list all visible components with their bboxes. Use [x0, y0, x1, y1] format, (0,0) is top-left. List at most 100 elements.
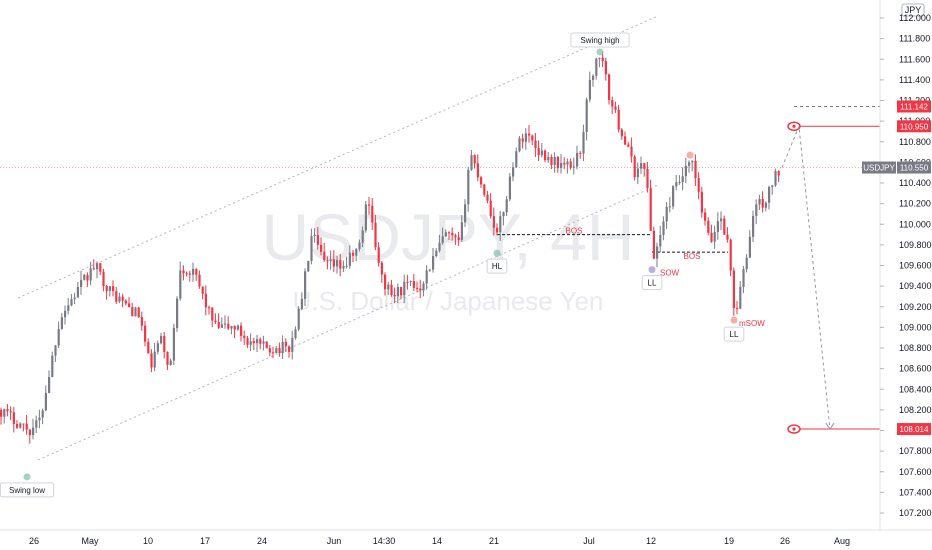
candle-body [406, 281, 409, 283]
candle-body [707, 220, 710, 233]
candle-body [153, 351, 156, 368]
candle-body [403, 281, 406, 296]
candle-body [102, 271, 105, 287]
candle-body [576, 152, 579, 167]
price-labels: 111.142 110.950 USDJPY 110.550 108.014 [862, 100, 931, 436]
candle-body [483, 184, 486, 195]
candle-body [464, 204, 467, 223]
candle-body [355, 248, 358, 256]
sow-marker [648, 266, 656, 274]
price-tick-label: 109.200 [899, 302, 932, 312]
candle-body [76, 286, 79, 298]
candle-body [131, 307, 134, 317]
time-tick-label: 19 [724, 536, 734, 546]
candle-body [438, 242, 441, 251]
time-tick-label: 26 [29, 536, 39, 546]
candle-body [28, 429, 31, 436]
candle-body [304, 271, 307, 299]
candle-body [89, 268, 92, 281]
eye-marker-pupil [792, 427, 796, 431]
candle-body [585, 99, 588, 133]
price-tick-label: 111.600 [899, 54, 930, 64]
candle-body [364, 204, 367, 231]
candle-body [3, 409, 6, 417]
candle-body [195, 268, 198, 275]
candle-body [243, 335, 246, 339]
price-tick-label: 110.200 [899, 199, 931, 209]
candle-body [694, 160, 697, 179]
price-tick-label: 107.200 [899, 508, 932, 518]
candle-body [368, 204, 371, 206]
candle-body [227, 323, 230, 329]
candle-body [182, 270, 185, 274]
candle-body [342, 265, 345, 269]
candle-body [604, 61, 607, 75]
candle-body [57, 329, 60, 346]
candle-body [345, 265, 348, 267]
candle-body [768, 186, 771, 203]
candle-body [617, 109, 620, 130]
candle-body [684, 165, 687, 177]
candle-body [752, 215, 755, 237]
candle-body [188, 273, 191, 275]
candle-body [348, 252, 351, 266]
candle-body [492, 216, 495, 228]
price-tick-label: 110.400 [899, 178, 931, 188]
price-tick-label: 111.400 [899, 75, 930, 85]
projection-path [781, 126, 831, 430]
bos-high-marker [686, 151, 694, 159]
price-label-target: 111.142 [900, 102, 928, 111]
candle-body [272, 352, 275, 354]
candle-body [601, 57, 604, 62]
time-tick-label: 10 [143, 536, 153, 546]
candle-body [0, 409, 3, 417]
candle-body [422, 283, 425, 291]
time-tick-label: Jun [327, 536, 342, 546]
candle-body [720, 218, 723, 222]
candle-body [240, 325, 243, 336]
candle-body [48, 377, 51, 393]
candle-body [310, 235, 313, 261]
drawings [0, 15, 880, 461]
channel-lower-line [37, 184, 659, 461]
candle-body [732, 270, 735, 309]
candle-body [560, 163, 563, 169]
candle-body [329, 259, 332, 262]
candle-body [553, 156, 556, 165]
channel-upper-line [17, 15, 659, 299]
currency-box[interactable]: JPY [901, 3, 925, 17]
time-tick-label: 24 [257, 536, 267, 546]
candle-body [371, 205, 374, 223]
candle-body [387, 284, 390, 290]
candle-body [659, 234, 662, 247]
watermark-title: USDJPY, 4H [262, 200, 635, 274]
candle-body [748, 236, 751, 258]
candle-body [627, 144, 630, 147]
candle-body [137, 307, 140, 318]
candle-body [320, 244, 323, 252]
candle-body [579, 152, 582, 154]
price-label-target: 110.950 [900, 122, 929, 131]
candle-body [307, 260, 310, 272]
price-tick-label: 109.400 [899, 281, 932, 291]
candle-body [396, 287, 399, 297]
candle-body [12, 412, 15, 424]
price-label-target-bg [897, 100, 931, 113]
candle-body [6, 409, 9, 412]
candle-body [400, 287, 403, 296]
candle-body [73, 297, 76, 300]
candle-body [108, 286, 111, 291]
candle-body [428, 269, 431, 271]
time-tick-label: 21 [489, 536, 499, 546]
candle-body [99, 263, 102, 272]
candle-body [220, 324, 223, 328]
candle-body [96, 263, 99, 270]
candle-body [268, 348, 271, 353]
candle-body [134, 307, 137, 317]
candle-body [192, 268, 195, 275]
candle-body [332, 259, 335, 267]
candle-body [633, 156, 636, 178]
candle-body [80, 279, 83, 287]
candle-body [211, 307, 214, 321]
